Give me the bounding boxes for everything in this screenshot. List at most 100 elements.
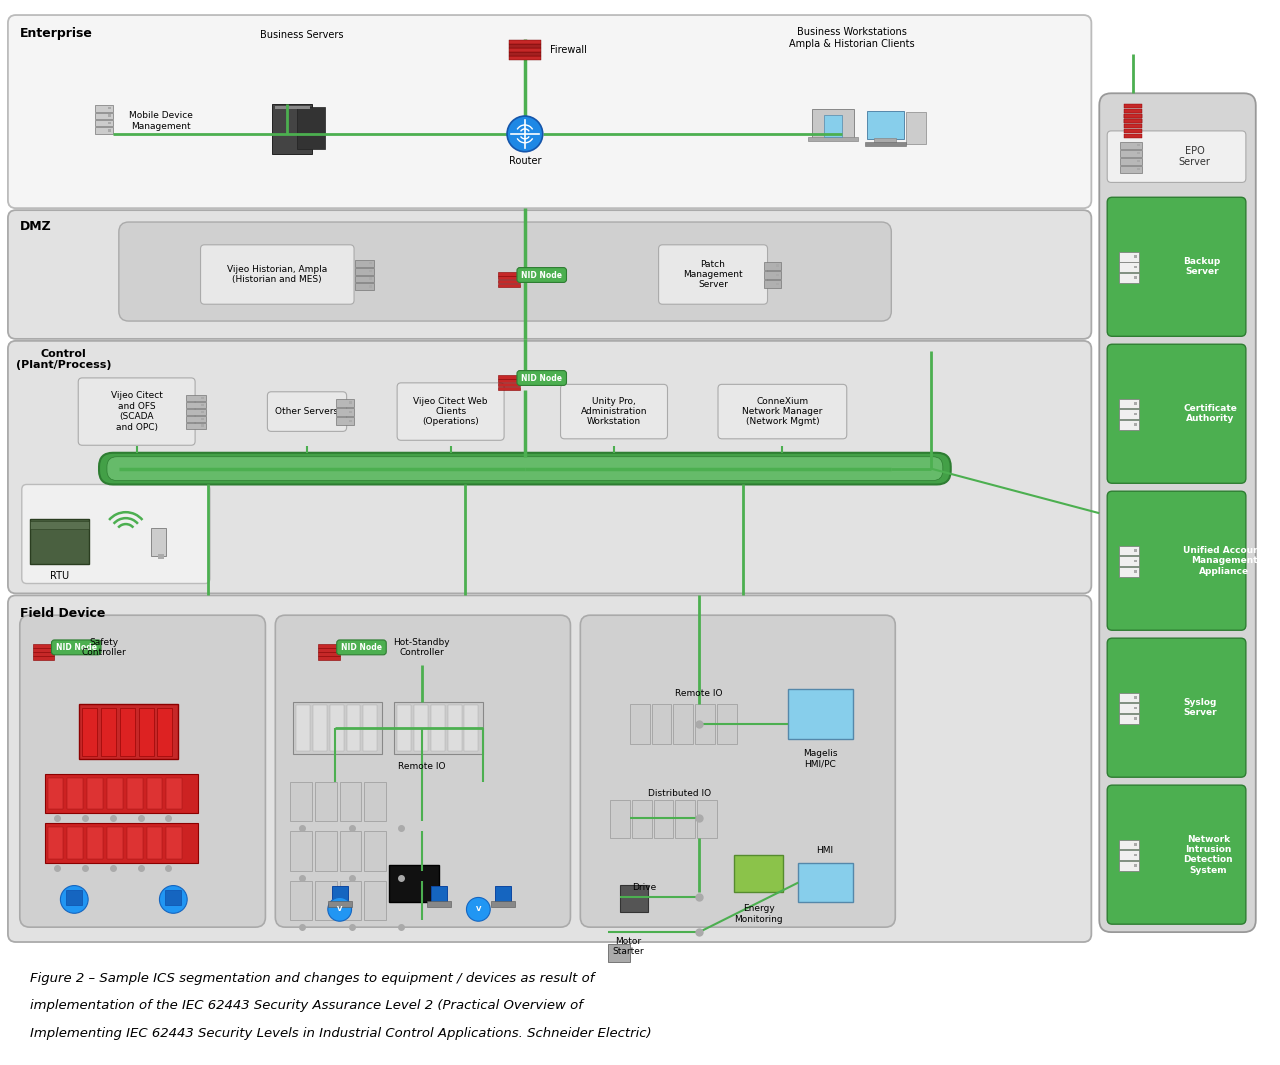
Bar [1134, 843, 1137, 846]
Bar [328, 901, 352, 907]
Text: Router: Router [508, 155, 541, 166]
FancyBboxPatch shape [580, 616, 895, 928]
Bar [1134, 423, 1137, 426]
Bar [95, 128, 113, 134]
Bar [389, 865, 439, 902]
Bar [812, 109, 854, 138]
Bar [1137, 167, 1140, 170]
Circle shape [60, 886, 88, 914]
Text: Mobile Device
Management: Mobile Device Management [129, 112, 192, 131]
Bar [1119, 420, 1139, 429]
Bar [201, 411, 204, 413]
Text: Figure 2 – Sample ICS segmentation and changes to equipment / devices as result : Figure 2 – Sample ICS segmentation and c… [29, 971, 594, 985]
Bar [1134, 560, 1137, 562]
Text: Network
Intrusion
Detection
System: Network Intrusion Detection System [1184, 835, 1233, 874]
Text: V: V [476, 906, 481, 913]
Bar [492, 901, 515, 907]
Bar [186, 395, 206, 402]
Bar [1134, 707, 1137, 709]
Bar [1134, 256, 1137, 258]
Bar [108, 129, 111, 132]
Bar [315, 881, 337, 920]
Bar [365, 881, 387, 920]
Bar [1119, 409, 1139, 419]
Bar [764, 280, 781, 289]
FancyBboxPatch shape [22, 485, 210, 584]
Bar [498, 284, 520, 288]
Bar [332, 886, 348, 905]
Circle shape [466, 898, 490, 921]
Bar [47, 828, 64, 858]
FancyBboxPatch shape [1107, 785, 1245, 924]
Bar [293, 702, 383, 754]
Bar [47, 777, 64, 809]
Bar [291, 881, 312, 920]
Bar [498, 379, 520, 382]
Bar [29, 519, 90, 563]
Bar [1120, 165, 1142, 173]
Bar [1120, 142, 1142, 149]
Bar [1119, 703, 1139, 712]
Bar [108, 114, 111, 117]
Bar [808, 137, 858, 141]
Bar [509, 48, 540, 52]
Bar [698, 801, 717, 838]
Bar [317, 644, 339, 648]
FancyBboxPatch shape [561, 384, 667, 439]
Bar [186, 403, 206, 408]
Text: Magelis
HMI/PC: Magelis HMI/PC [803, 749, 837, 768]
Bar [291, 782, 312, 821]
Bar [339, 782, 361, 821]
Bar [147, 828, 163, 858]
Bar [1119, 399, 1139, 409]
Bar [799, 863, 852, 902]
Bar [498, 387, 520, 391]
Text: Unity Pro,
Administration
Workstation: Unity Pro, Administration Workstation [581, 396, 648, 426]
Bar [1134, 266, 1137, 268]
Bar [788, 689, 852, 739]
Bar [632, 801, 652, 838]
Bar [1137, 144, 1140, 146]
Bar [1119, 556, 1139, 566]
FancyBboxPatch shape [8, 210, 1092, 339]
Bar [509, 40, 540, 44]
Bar [1134, 854, 1137, 856]
Bar [509, 45, 540, 48]
Bar [29, 521, 90, 529]
Bar [1124, 119, 1142, 122]
Bar [108, 106, 111, 110]
Bar [1134, 550, 1137, 552]
FancyBboxPatch shape [108, 457, 943, 480]
Bar [1134, 717, 1137, 720]
Bar [33, 653, 55, 656]
Bar [108, 777, 123, 809]
Bar [79, 704, 178, 758]
Bar [339, 831, 361, 871]
Bar [1119, 546, 1139, 556]
Bar [498, 383, 520, 387]
Bar [498, 272, 520, 276]
Bar [874, 137, 896, 144]
FancyBboxPatch shape [8, 341, 1092, 593]
Bar [673, 704, 694, 744]
Text: Remote IO: Remote IO [676, 689, 723, 699]
Bar [201, 397, 204, 399]
Text: NID Node: NID Node [340, 643, 381, 652]
FancyBboxPatch shape [1107, 131, 1245, 182]
Bar [1119, 861, 1139, 870]
Bar [127, 777, 142, 809]
Text: Distributed IO: Distributed IO [648, 788, 710, 798]
Bar [335, 408, 353, 416]
Bar [151, 528, 166, 556]
Text: V: V [337, 906, 342, 913]
Text: Certificate
Authority: Certificate Authority [1184, 404, 1238, 424]
Bar [120, 708, 134, 756]
Bar [201, 425, 204, 427]
Text: DMZ: DMZ [19, 220, 51, 233]
Text: HMI: HMI [817, 846, 833, 855]
Bar [1119, 262, 1139, 272]
Text: Hot-Standby
Controller: Hot-Standby Controller [393, 638, 451, 657]
Bar [157, 708, 173, 756]
Text: Implementing IEC 62443 Security Levels in Industrial Control Applications. Schne: Implementing IEC 62443 Security Levels i… [29, 1027, 652, 1041]
Bar [33, 656, 55, 659]
